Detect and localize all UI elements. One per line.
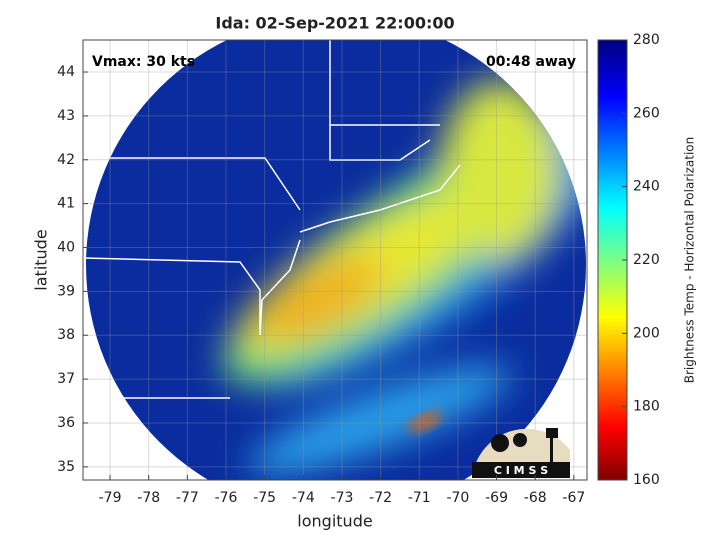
colorbar-label: Brightness Temp - Horizontal Polarizatio… [683, 137, 697, 384]
y-tick-label: 39 [57, 283, 75, 299]
y-tick-label: 36 [57, 415, 75, 431]
x-tick-label: -76 [215, 490, 238, 506]
colorbar-tick-label: 260 [633, 105, 660, 121]
y-tick-label: 35 [57, 459, 75, 475]
chart-title: Ida: 02-Sep-2021 22:00:00 [215, 14, 454, 33]
y-tick-label: 40 [57, 239, 75, 255]
x-tick-label: -72 [369, 490, 392, 506]
x-tick-label: -75 [253, 490, 276, 506]
colorbar-tick-label: 200 [633, 325, 660, 341]
x-tick-label: -74 [292, 490, 315, 506]
y-tick-label: 38 [57, 327, 75, 343]
x-axis-label: longitude [297, 512, 372, 531]
x-tick-label: -79 [99, 490, 122, 506]
y-tick-label: 37 [57, 371, 75, 387]
colorbar-tick-label: 220 [633, 252, 660, 268]
y-tick-label: 43 [57, 108, 75, 124]
colorbar-tick-label: 160 [633, 472, 660, 488]
plot-frame [82, 39, 588, 481]
y-tick-label: 44 [57, 64, 75, 80]
x-tick-label: -77 [176, 490, 199, 506]
annotation: 00:48 away [486, 54, 576, 70]
x-tick-label: -67 [562, 490, 585, 506]
y-tick-label: 41 [57, 196, 75, 212]
satellite-image [83, 40, 586, 480]
x-tick-label: -70 [446, 490, 469, 506]
annotation: Vmax: 30 kts [92, 54, 195, 70]
cimss-logo [472, 428, 570, 478]
x-tick-label: -73 [331, 490, 354, 506]
x-tick-label: -68 [524, 490, 547, 506]
colorbar-tick-label: 180 [633, 399, 660, 415]
x-tick-label: -69 [485, 490, 508, 506]
logo-text: C I M S S [494, 464, 548, 477]
x-tick-label: -71 [408, 490, 431, 506]
y-tick-label: 42 [57, 152, 75, 168]
colorbar-tick-label: 240 [633, 179, 660, 195]
colorbar-tick-label: 280 [633, 32, 660, 48]
y-axis-label: latitude [32, 229, 51, 290]
x-tick-label: -78 [137, 490, 160, 506]
